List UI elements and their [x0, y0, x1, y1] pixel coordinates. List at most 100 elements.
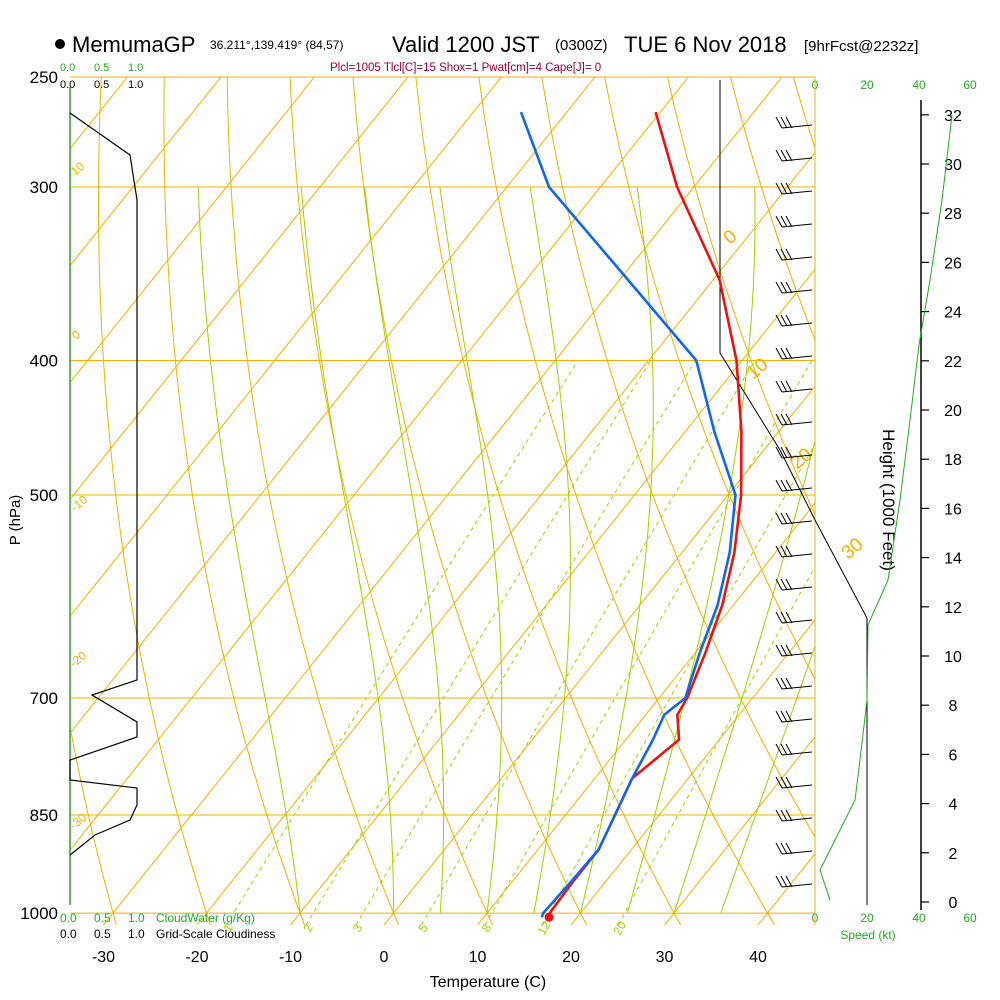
wind-speed-curve — [819, 114, 953, 901]
speed-top-20: 20 — [860, 78, 874, 92]
moist-adiabat-line — [197, 186, 301, 914]
mixing-ratio-line — [225, 360, 579, 925]
sounding-plot — [519, 111, 743, 922]
dry-adiabat-line — [478, 77, 776, 925]
wind-barb-feather — [775, 611, 783, 624]
pressure-tick-label: 850 — [30, 806, 58, 825]
cloud-top-green-0: 0.0 — [60, 62, 75, 74]
wind-barb-feather — [775, 281, 783, 294]
wind-barb-feather — [785, 248, 793, 261]
wind-barb-feather — [775, 776, 783, 789]
valid-time: Valid 1200 JST — [392, 32, 540, 57]
wind-barb-feather — [785, 413, 793, 426]
cloud-scale-top: 0.0 0.5 1.0 0.0 0.5 1.0 — [60, 62, 143, 91]
cloudiness-profile — [69, 112, 138, 856]
height-tick-label: 2 — [949, 846, 958, 863]
diagram-background: 1 2 3 5 8 12 20100-10-20-300102030250300400500… — [20, 68, 1000, 966]
height-axis-label: Height (1000 Feet) — [879, 429, 898, 571]
mixing-ratio-line — [542, 443, 815, 925]
wind-barb-feather — [775, 512, 783, 525]
wind-barb-feather — [785, 611, 793, 624]
sounding-indices: Plcl=1005 Tlcl[C]=15 Shox=1 Pwat[cm]=4 C… — [330, 62, 601, 74]
temperature-tick-label: 20 — [562, 949, 580, 966]
wind-barb-feather — [785, 380, 793, 393]
isotherm-line — [664, 736, 815, 925]
pressure-tick-label: 500 — [30, 486, 58, 505]
wind-barb-feather — [775, 578, 783, 591]
wind-barb-feather — [775, 380, 783, 393]
mixing-ratio-label: 12 — [535, 919, 554, 938]
isotherm-line — [103, 77, 783, 925]
cloud-top-black-1: 0.5 — [94, 79, 109, 91]
wind-barb-feather — [785, 479, 793, 492]
isotherm-line — [70, 77, 315, 384]
pressure-tick-label: 400 — [30, 352, 58, 371]
station-name: MemumaGP — [72, 32, 195, 57]
wind-barb-feather — [785, 116, 793, 129]
wind-barb-feather — [775, 479, 783, 492]
wind-barb-feather — [780, 347, 788, 360]
height-tick-label: 4 — [949, 797, 958, 814]
dry-adiabat-line — [415, 77, 682, 925]
wind-barb-feather — [780, 644, 788, 657]
isotherm-line — [852, 77, 1000, 925]
isotherm-line — [570, 619, 815, 925]
surface-temperature-point — [544, 912, 554, 922]
height-tick-label: 8 — [949, 698, 958, 715]
cloudiness-title: Grid-Scale Cloudiness — [156, 927, 275, 941]
speed-top-40: 40 — [912, 78, 926, 92]
dry-adiabat-line — [730, 77, 815, 342]
speed-label: Speed (kt) — [840, 928, 895, 942]
temperature-tick-label: 30 — [656, 949, 674, 966]
cloud-bottom-black-1: 0.5 — [94, 927, 111, 941]
isotherm-line — [383, 385, 815, 925]
dry-adiabat-label: 10 — [68, 159, 87, 179]
temperature-tick-label: 0 — [380, 949, 389, 966]
cloud-top-green-2: 1.0 — [128, 62, 143, 74]
moist-adiabat-line — [529, 186, 571, 914]
dry-adiabat-line — [604, 77, 815, 681]
pressure-tick-label: 700 — [30, 689, 58, 708]
mixing-ratio-label: 5 — [415, 921, 431, 934]
wind-barb-feather — [785, 545, 793, 558]
speed-scale-bottom: 0 20 40 60 Speed (kt) — [812, 911, 977, 942]
isotherm-line — [196, 151, 815, 925]
dry-adiabat-line — [541, 77, 815, 839]
wind-barb-feather — [785, 743, 793, 756]
mixing-ratio-label: 20 — [610, 919, 629, 938]
wind-barb-feather — [785, 446, 793, 459]
wind-barb-feather — [780, 479, 788, 492]
wind-barb-feather — [780, 776, 788, 789]
isotherm-line — [70, 77, 409, 501]
cloud-top-black-0: 0.0 — [60, 79, 75, 91]
station-dot — [55, 39, 65, 49]
wind-barb-feather — [780, 842, 788, 855]
wind-barb-feather — [785, 677, 793, 690]
wind-barb-feather — [775, 347, 783, 360]
wind-barb-feather — [775, 182, 783, 195]
height-tick-label: 30 — [944, 157, 962, 174]
height-tick-label: 0 — [949, 895, 958, 912]
height-tick-label: 22 — [944, 354, 962, 371]
height-tick-label: 10 — [944, 649, 962, 666]
wind-barb-feather — [785, 347, 793, 360]
height-tick-label: 14 — [944, 551, 962, 568]
wind-barb-feather — [780, 875, 788, 888]
y-axis-label: P (hPa) — [7, 495, 24, 546]
dry-adiabat-line — [856, 77, 1000, 925]
cloud-top-black-2: 1.0 — [128, 79, 143, 91]
wind-barb-feather — [775, 644, 783, 657]
cloud-top-green-1: 0.5 — [94, 62, 109, 74]
station-coords: 36.211°,139.419° (84,57) — [210, 38, 343, 52]
wind-barb-feather — [775, 743, 783, 756]
pressure-tick-label: 1000 — [20, 904, 58, 923]
wind-barb-feather — [775, 875, 783, 888]
mixing-ratio-line — [420, 360, 756, 925]
wind-barb-feather — [775, 710, 783, 723]
wind-barb-feather — [780, 116, 788, 129]
cloud-scale-bottom: 0.0 0.5 1.0 CloudWater (g/Kg) 0.0 0.5 1.… — [60, 911, 275, 941]
wind-barb-feather — [780, 512, 788, 525]
wind-barb-feather — [785, 215, 793, 228]
wind-barb-feather — [775, 215, 783, 228]
isotherm-line — [757, 852, 815, 925]
